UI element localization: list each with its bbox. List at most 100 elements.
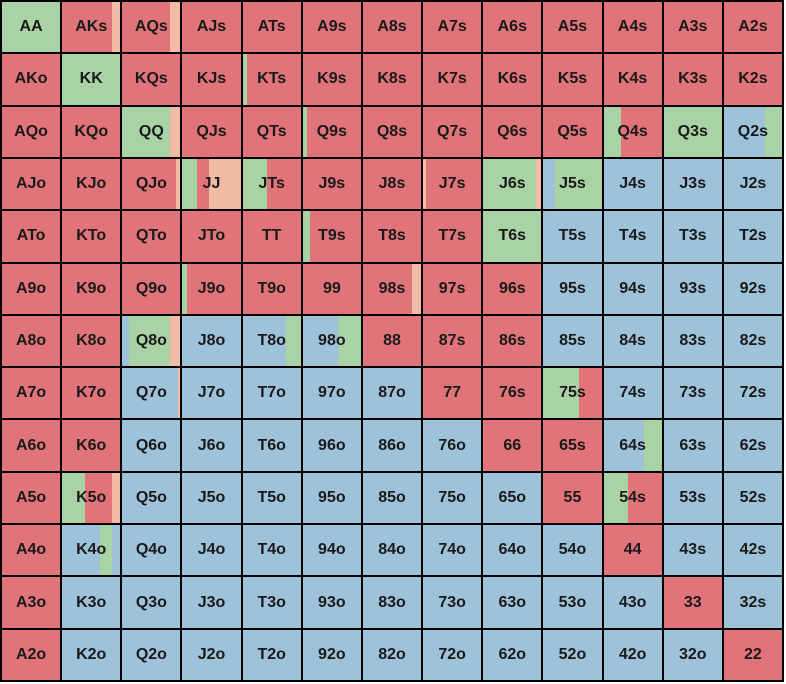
action-bar-call	[764, 106, 782, 157]
action-bar-fold	[543, 263, 602, 314]
action-bar-fold	[362, 420, 422, 471]
hand-cell: K8s	[362, 54, 422, 105]
hand-label: JTo	[197, 227, 226, 245]
action-bar-fold	[723, 315, 782, 367]
hand-cell: 64s	[603, 420, 662, 471]
action-bar-fold	[723, 158, 782, 210]
hand-cell: Q3o	[122, 577, 181, 628]
hand-label: A3s	[678, 18, 708, 36]
action-bar-fold	[182, 629, 241, 680]
hand-cell: A5o	[2, 472, 61, 524]
hand-cell: J7s	[423, 158, 482, 210]
hand-cell: 82o	[362, 629, 422, 680]
action-bar-fold	[663, 368, 722, 419]
hand-cell: J3s	[663, 158, 722, 210]
hand-cell: 93s	[663, 263, 722, 314]
hand-cell: A4s	[603, 2, 662, 53]
action-bar-fold	[242, 472, 301, 524]
hand-cell: Q2s	[723, 106, 782, 157]
action-bar-fold	[423, 420, 482, 471]
hand-cell: A2s	[723, 2, 782, 53]
hand-cell: J8s	[362, 158, 422, 210]
hand-label: A4s	[617, 18, 648, 36]
hand-label: 96o	[318, 436, 346, 454]
hand-cell: 83s	[663, 315, 722, 367]
hand-label: AJs	[196, 18, 227, 36]
hand-label: Q7o	[135, 384, 167, 402]
action-bar-fold	[122, 315, 130, 367]
action-bar-fold	[663, 472, 722, 524]
hand-label: A9o	[15, 279, 47, 297]
hand-cell: Q5o	[122, 472, 181, 524]
hand-label: T5s	[558, 227, 587, 245]
hand-label: J7s	[438, 175, 466, 193]
hand-cell: AKo	[2, 54, 61, 105]
hand-label: QTs	[256, 122, 287, 140]
hand-cell: 84o	[362, 525, 422, 576]
hand-label: 66	[503, 436, 522, 454]
hand-cell: A5s	[543, 2, 602, 53]
action-bar-fold	[723, 420, 782, 471]
hand-label: 54o	[558, 541, 587, 559]
hand-cell: K9s	[302, 54, 361, 105]
hand-label: A7s	[437, 18, 467, 36]
action-bar-fold	[543, 577, 602, 628]
action-bar-fold	[182, 472, 241, 524]
hand-cell: T6s	[483, 211, 542, 262]
hand-label: 43s	[679, 541, 707, 559]
hand-cell: A8s	[362, 2, 422, 53]
action-bar-fold	[663, 263, 722, 314]
hand-label: 82o	[378, 645, 406, 663]
hand-label: QJs	[196, 122, 227, 140]
hand-cell: 77	[423, 368, 482, 419]
action-bar-fold	[543, 525, 602, 576]
action-bar-limp	[169, 315, 181, 367]
action-bar-limp	[535, 158, 542, 210]
hand-cell: 42s	[723, 525, 782, 576]
action-bar-fold	[663, 525, 722, 576]
hand-label: 72o	[438, 645, 466, 663]
hand-cell: 43s	[663, 525, 722, 576]
hand-cell: 65o	[483, 472, 542, 524]
hand-label: J5s	[559, 175, 586, 193]
hand-label: K9o	[76, 279, 107, 297]
hand-cell: KJo	[62, 158, 121, 210]
action-bar-fold	[242, 629, 301, 680]
action-bar-call	[644, 420, 662, 471]
hand-cell: Q6o	[122, 420, 181, 471]
action-bar-fold	[302, 472, 361, 524]
action-bar-raise	[423, 315, 482, 367]
hand-label: J8o	[197, 331, 226, 349]
hand-label: Q2s	[737, 122, 769, 140]
hand-cell: T6o	[242, 420, 301, 471]
hand-label: 88	[383, 331, 401, 349]
action-bar-raise	[603, 54, 662, 105]
action-bar-fold	[603, 263, 662, 314]
hand-label: QTo	[135, 227, 167, 245]
action-bar-fold	[423, 629, 482, 680]
hand-cell: A6s	[483, 2, 542, 53]
hand-cell: Q8s	[362, 106, 422, 157]
hand-cell: A7o	[2, 368, 61, 419]
action-bar-raise	[62, 420, 121, 471]
action-bar-fold	[483, 577, 542, 628]
hand-cell: 84s	[603, 315, 662, 367]
hand-label: A8o	[15, 331, 47, 349]
hand-label: 65s	[559, 436, 586, 454]
hand-label: 55	[563, 488, 582, 506]
hand-cell: J8o	[182, 315, 241, 367]
action-bar-fold	[603, 158, 662, 210]
action-bar-raise	[302, 158, 361, 210]
action-bar-raise	[122, 54, 181, 105]
hand-label: T9s	[318, 227, 346, 245]
hand-label: 65o	[498, 488, 527, 506]
action-bar-raise	[423, 368, 482, 419]
action-bar-fold	[723, 577, 782, 628]
hand-cell: T8o	[242, 315, 301, 367]
action-bar-raise	[483, 368, 542, 419]
hand-label: 32s	[739, 593, 767, 611]
action-bar-fold	[483, 525, 542, 576]
hand-label: AQs	[134, 18, 168, 36]
action-bar-raise	[182, 2, 241, 53]
action-bar-raise	[362, 158, 422, 210]
